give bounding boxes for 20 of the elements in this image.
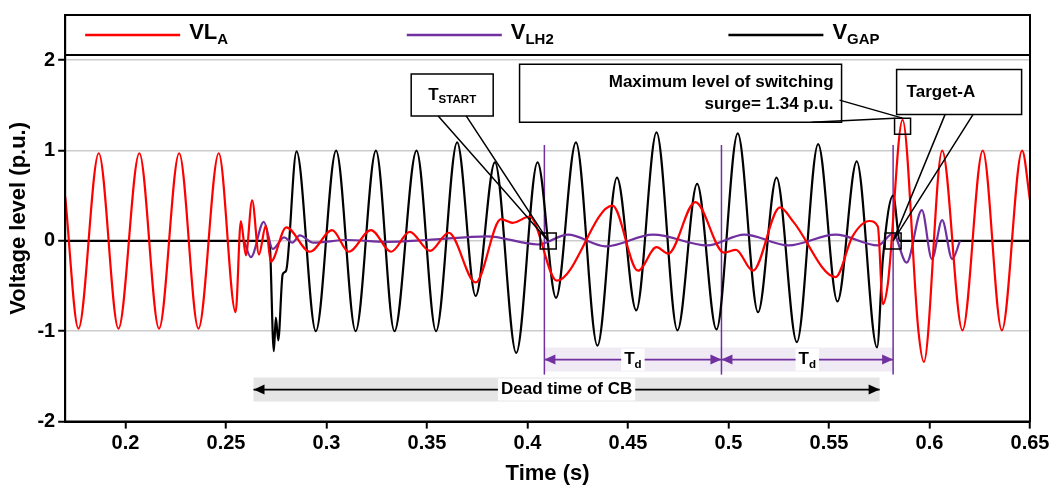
x-tick-label: 0.6	[915, 431, 944, 454]
x-tick-label: 0.55	[809, 431, 849, 454]
x-tick-label: 0.25	[206, 431, 246, 454]
x-tick-label: 0.45	[608, 431, 648, 454]
y-tick-label: -2	[37, 409, 56, 432]
y-tick-label: 1	[44, 138, 56, 161]
annotation: Target-A	[906, 81, 976, 101]
x-tick-label: 0.5	[714, 431, 743, 454]
x-tick-label: 0.65	[1010, 431, 1050, 454]
y-tick-label: 0	[44, 228, 56, 251]
x-axis-title: Time (s)	[505, 459, 590, 485]
y-axis-title: Voltage level (p.u.)	[5, 121, 31, 315]
y-tick-label: 2	[44, 47, 56, 70]
annotation: Maximum level of switching surge= 1.34 p.u.	[608, 71, 834, 113]
x-tick-label: 0.2	[111, 431, 140, 454]
x-tick-label: 0.4	[513, 431, 543, 454]
y-tick-label: -1	[37, 318, 56, 341]
x-tick-label: 0.3	[312, 431, 341, 454]
band-label: Dead time of CB	[500, 379, 633, 399]
x-tick-label: 0.35	[407, 431, 447, 454]
